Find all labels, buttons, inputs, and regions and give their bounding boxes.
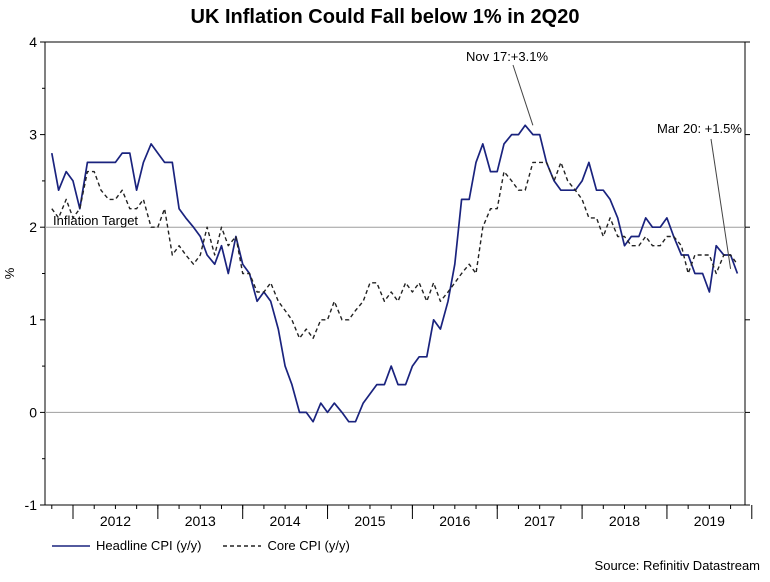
legend-item-core: Core CPI (y/y) (223, 538, 350, 553)
annotation-peak: Nov 17:+3.1% (466, 49, 548, 64)
legend-label-headline: Headline CPI (y/y) (96, 538, 202, 553)
legend: Headline CPI (y/y) Core CPI (y/y) (52, 538, 372, 553)
legend-swatch-core (223, 544, 262, 547)
legend-swatch-headline (52, 544, 90, 547)
y-tick-label: 0 (29, 404, 37, 420)
chart-title: UK Inflation Could Fall below 1% in 2Q20 (190, 6, 580, 28)
source-note: Source: Refinitiv Datastream (594, 558, 760, 573)
x-tick-label: 2014 (270, 513, 301, 529)
y-axis-label: % (2, 267, 17, 279)
x-tick-label: 2015 (354, 513, 385, 529)
y-tick-label: 2 (29, 219, 37, 235)
y-tick-label: 4 (29, 34, 37, 50)
series-headline-line (50, 124, 739, 423)
x-tick-label: 2012 (100, 513, 131, 529)
legend-item-headline: Headline CPI (y/y) (52, 538, 201, 553)
x-tick-label: 2018 (609, 513, 640, 529)
x-tick-label: 2016 (439, 513, 470, 529)
x-tick-label: 2013 (185, 513, 216, 529)
annotation-pointer (710, 138, 732, 269)
legend-label-core: Core CPI (y/y) (267, 538, 350, 553)
plot-frame (44, 41, 746, 506)
annotation-pointer (512, 64, 534, 126)
y-tick-label: 3 (29, 127, 37, 143)
y-tick-label: -1 (25, 497, 38, 513)
x-tick-label: 2019 (694, 513, 725, 529)
series-core-line (51, 161, 738, 339)
x-tick-label: 2017 (524, 513, 555, 529)
y-tick-label: 1 (29, 312, 37, 328)
annotation-latest: Mar 20: +1.5% (657, 121, 742, 136)
target-line-label: Inflation Target (53, 213, 138, 228)
